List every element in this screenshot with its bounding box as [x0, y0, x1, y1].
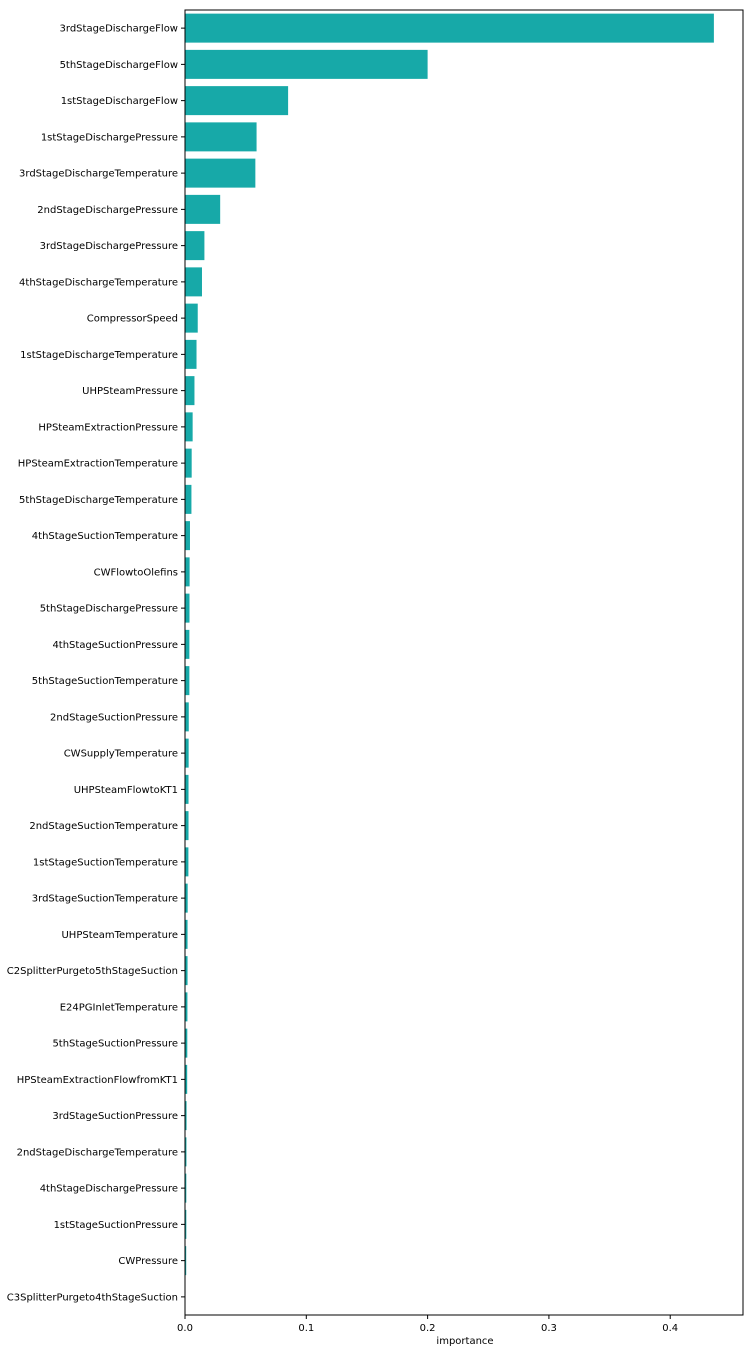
y-tick-label: CompressorSpeed: [87, 314, 178, 325]
bar-4thStageSuctionPressure: [185, 629, 190, 659]
bar-3rdStageSuctionTemperature: [185, 883, 188, 913]
y-tick-label: UHPSteamFlowtoKT1: [74, 785, 178, 796]
y-tick-label: 3rdStageSuctionPressure: [52, 1111, 178, 1122]
y-tick-label: HPSteamExtractionPressure: [38, 422, 178, 433]
bar-1stStageDischargeFlow: [185, 86, 289, 116]
y-tick-label: UHPSteamPressure: [82, 386, 178, 397]
y-tick-labels: 3rdStageDischargeFlow 5thStageDischargeFl…: [7, 24, 185, 1303]
y-tick-label: 3rdStageDischargePressure: [40, 241, 178, 252]
bar-UHPSteamFlowtoKT1: [185, 774, 189, 804]
y-tick-label: 3rdStageSuctionTemperature: [32, 894, 178, 905]
y-tick-label: CWPressure: [118, 1256, 178, 1267]
bar-1stStageSuctionPressure: [185, 1209, 187, 1239]
bar-3rdStageDischargeTemperature: [185, 158, 256, 188]
bar-UHPSteamTemperature: [185, 919, 188, 949]
y-tick-label: 5thStageDischargeFlow: [60, 60, 178, 71]
x-axis-label: importance: [436, 1336, 493, 1347]
axes-frame: [184, 9, 744, 1316]
bar-5thStageDischargeFlow: [185, 49, 428, 79]
y-tick-label: 1stStageDischargeTemperature: [20, 350, 178, 361]
y-tick-label: 4thStageDischargePressure: [40, 1184, 178, 1195]
bar-3rdStageSuctionPressure: [185, 1101, 187, 1131]
y-tick-label: UHPSteamTemperature: [61, 930, 178, 941]
x-tick-label: 0.2: [420, 1323, 436, 1334]
y-tick-label: 5thStageSuctionPressure: [52, 1039, 178, 1050]
y-tick-label: 5thStageDischargePressure: [40, 604, 178, 615]
bar-CWFlowtoOlefins: [185, 557, 190, 587]
bar-HPSteamExtractionPressure: [185, 412, 193, 442]
x-ticks: 0.0 0.1 0.2 0.3 0.4: [177, 1315, 678, 1334]
y-tick-label: 2ndStageDischargePressure: [37, 205, 178, 216]
y-tick-label: 2ndStageSuctionPressure: [50, 712, 178, 723]
bar-UHPSteamPressure: [185, 376, 195, 406]
bar-2ndStageDischargeTemperature: [185, 1137, 187, 1167]
bar-C2SplitterPurgeto5thStageSuction: [185, 956, 188, 986]
y-tick-label: C3SplitterPurgeto4thStageSuction: [7, 1292, 178, 1303]
bar-5thStageSuctionPressure: [185, 1028, 188, 1058]
y-tick-label: 5thStageDischargeTemperature: [19, 495, 178, 506]
y-tick-label: E24PGInletTemperature: [60, 1002, 178, 1013]
y-tick-label: CWSupplyTemperature: [64, 749, 178, 760]
bar-CWSupplyTemperature: [185, 738, 189, 768]
bars-layer: [185, 13, 714, 1276]
x-tick-label: 0.4: [662, 1323, 678, 1334]
y-tick-label: HPSteamExtractionTemperature: [18, 459, 178, 470]
y-tick-label: 4thStageSuctionTemperature: [32, 531, 178, 542]
y-tick-label: HPSteamExtractionFlowfromKT1: [17, 1075, 178, 1086]
bar-2ndStageSuctionPressure: [185, 702, 189, 732]
bar-1stStageDischargeTemperature: [185, 339, 197, 369]
bar-1stStageSuctionTemperature: [185, 847, 189, 877]
bar-1stStageDischargePressure: [185, 122, 257, 152]
y-tick-label: 1stStageDischargeFlow: [61, 96, 178, 107]
y-tick-label: 3rdStageDischargeTemperature: [19, 169, 178, 180]
bar-2ndStageSuctionTemperature: [185, 811, 189, 841]
x-tick-label: 0.1: [298, 1323, 314, 1334]
bar-CWPressure: [185, 1246, 187, 1276]
bar-4thStageDischargeTemperature: [185, 267, 202, 297]
bar-CompressorSpeed: [185, 303, 198, 333]
y-tick-label: 1stStageSuctionTemperature: [33, 857, 178, 868]
y-tick-label: 2ndStageSuctionTemperature: [29, 821, 178, 832]
y-tick-label: C2SplitterPurgeto5thStageSuction: [7, 966, 178, 977]
bar-2ndStageDischargePressure: [185, 194, 221, 224]
y-tick-label: 1stStageSuctionPressure: [54, 1220, 178, 1231]
bar-HPSteamExtractionTemperature: [185, 448, 192, 478]
bar-3rdStageDischargeFlow: [185, 13, 714, 43]
x-tick-label: 0.3: [541, 1323, 557, 1334]
y-tick-label: 5thStageSuctionTemperature: [32, 676, 178, 687]
y-tick-label: CWFlowtoOlefins: [94, 567, 178, 578]
y-tick-label: 1stStageDischargePressure: [41, 132, 178, 143]
bar-E24PGInletTemperature: [185, 992, 188, 1022]
bar-5thStageDischargeTemperature: [185, 484, 192, 514]
y-tick-label: 2ndStageDischargeTemperature: [17, 1147, 178, 1158]
bar-4thStageDischargePressure: [185, 1173, 187, 1203]
bar-5thStageSuctionTemperature: [185, 666, 190, 696]
bar-3rdStageDischargePressure: [185, 231, 205, 261]
bar-4thStageSuctionTemperature: [185, 521, 190, 551]
x-tick-label: 0.0: [177, 1323, 193, 1334]
y-tick-label: 3rdStageDischargeFlow: [60, 24, 178, 35]
bar-5thStageDischargePressure: [185, 593, 190, 623]
bar-HPSteamExtractionFlowfromKT1: [185, 1064, 188, 1094]
y-tick-label: 4thStageDischargeTemperature: [19, 277, 178, 288]
y-tick-label: 4thStageSuctionPressure: [52, 640, 178, 651]
